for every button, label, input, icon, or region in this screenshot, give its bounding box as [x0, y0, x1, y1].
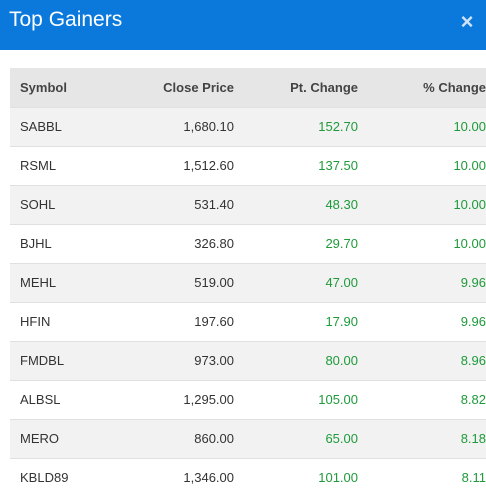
close-price-cell: 860.00	[194, 431, 234, 446]
table-row[interactable]: RSML 1,512.60 137.50 10.00	[10, 146, 486, 185]
table-row[interactable]: HFIN 197.60 17.90 9.96	[10, 302, 486, 341]
symbol-cell: BJHL	[20, 236, 52, 251]
close-price-cell: 1,512.60	[183, 158, 234, 173]
header-pt-change[interactable]: Pt. Change	[290, 79, 358, 95]
pct-change-cell: 8.11	[461, 470, 486, 486]
pt-change-cell: 105.00	[318, 392, 358, 407]
pct-change-cell: 10.00	[453, 119, 486, 134]
pct-change-cell: 10.00	[453, 197, 486, 212]
pt-change-cell: 17.90	[325, 314, 358, 329]
table-row[interactable]: KBLD89 1,346.00 101.00 8.11	[10, 458, 486, 490]
pt-change-cell: 152.70	[318, 119, 358, 134]
pct-change-cell: 8.82	[460, 392, 486, 407]
modal-title: Top Gainers	[9, 8, 123, 31]
symbol-cell: SABBL	[20, 119, 62, 134]
table-row[interactable]: ALBSL 1,295.00 105.00 8.82	[10, 380, 486, 419]
header-symbol[interactable]: Symbol	[20, 79, 67, 95]
gainers-table: Symbol Close Price Pt. Change % Change S…	[10, 68, 486, 490]
symbol-cell: HFIN	[20, 314, 51, 329]
close-icon[interactable]: ×	[460, 9, 474, 34]
symbol-cell: MERO	[20, 431, 59, 446]
pt-change-cell: 47.00	[325, 275, 358, 290]
table-row[interactable]: MEHL 519.00 47.00 9.96	[10, 263, 486, 302]
table-row[interactable]: FMDBL 973.00 80.00 8.96	[10, 341, 486, 380]
symbol-cell: KBLD89	[20, 470, 69, 486]
symbol-cell: FMDBL	[20, 353, 65, 368]
pt-change-cell: 65.00	[325, 431, 358, 446]
symbol-cell: RSML	[20, 158, 57, 173]
close-price-cell: 326.80	[194, 236, 234, 251]
pct-change-cell: 10.00	[453, 158, 486, 173]
close-price-cell: 519.00	[194, 275, 234, 290]
header-close-price[interactable]: Close Price	[163, 79, 234, 95]
header-pct-change[interactable]: % Change	[423, 79, 486, 95]
pct-change-cell: 9.96	[460, 275, 486, 290]
table-row[interactable]: SOHL 531.40 48.30 10.00	[10, 185, 486, 224]
symbol-cell: MEHL	[20, 275, 57, 290]
pct-change-cell: 8.96	[460, 353, 486, 368]
pct-change-cell: 9.96	[460, 314, 486, 329]
table-header-row: Symbol Close Price Pt. Change % Change	[10, 68, 486, 107]
modal-header: Top Gainers ×	[0, 0, 486, 50]
close-price-cell: 973.00	[194, 353, 234, 368]
pct-change-cell: 8.18	[460, 431, 486, 446]
close-price-cell: 1,295.00	[183, 392, 234, 407]
close-price-cell: 1,346.00	[183, 470, 234, 486]
pt-change-cell: 48.30	[325, 197, 358, 212]
close-price-cell: 531.40	[194, 197, 234, 212]
close-price-cell: 1,680.10	[183, 119, 234, 134]
table-row[interactable]: MERO 860.00 65.00 8.18	[10, 419, 486, 458]
pt-change-cell: 137.50	[318, 158, 358, 173]
symbol-cell: ALBSL	[20, 392, 61, 407]
symbol-cell: SOHL	[20, 197, 56, 212]
close-price-cell: 197.60	[194, 314, 234, 329]
gainers-table-container: Symbol Close Price Pt. Change % Change S…	[10, 68, 486, 490]
table-row[interactable]: BJHL 326.80 29.70 10.00	[10, 224, 486, 263]
pt-change-cell: 80.00	[325, 353, 358, 368]
pct-change-cell: 10.00	[453, 236, 486, 251]
table-body: SABBL 1,680.10 152.70 10.00 RSML 1,512.60 137.…	[10, 107, 486, 490]
pt-change-cell: 101.00	[318, 470, 358, 486]
pt-change-cell: 29.70	[325, 236, 358, 251]
table-row[interactable]: SABBL 1,680.10 152.70 10.00	[10, 107, 486, 146]
